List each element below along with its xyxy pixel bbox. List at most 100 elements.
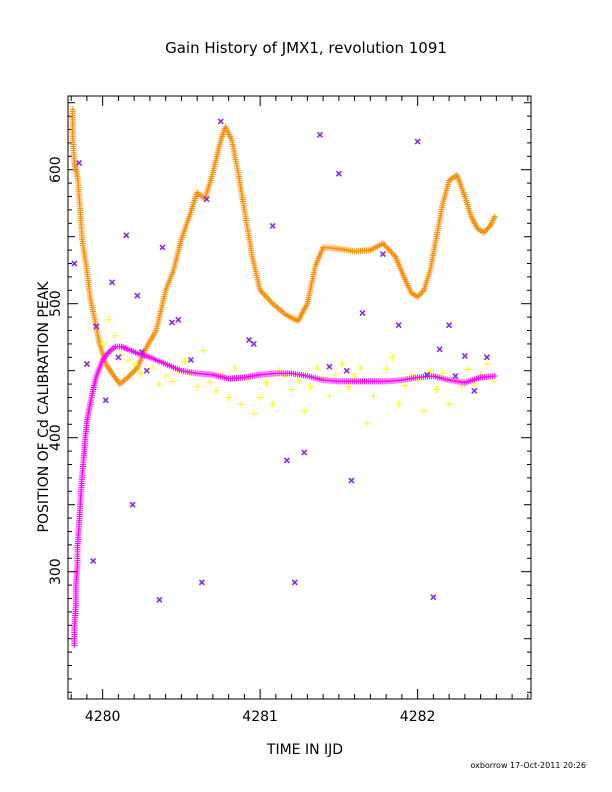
data-point [483, 354, 490, 361]
data-point [417, 291, 424, 298]
data-point [388, 353, 396, 361]
data-point [446, 322, 453, 329]
data-point [129, 501, 136, 508]
data-point [262, 293, 269, 300]
data-point [111, 332, 119, 340]
data-point [363, 419, 371, 427]
data-point [271, 302, 278, 309]
data-point [294, 377, 302, 385]
data-point [326, 363, 333, 370]
data-point [471, 387, 478, 394]
data-point [359, 310, 366, 317]
data-point [300, 407, 308, 415]
data-point [128, 370, 135, 377]
series-0 [69, 106, 498, 388]
data-point [198, 579, 205, 586]
data-point [123, 232, 130, 239]
data-point [187, 356, 194, 364]
series-1 [99, 316, 497, 427]
data-point [256, 394, 264, 401]
data-point [124, 374, 131, 381]
data-point [134, 292, 141, 299]
data-point [480, 229, 487, 236]
data-point [71, 260, 78, 267]
data-point [93, 323, 100, 330]
data-point [482, 228, 489, 235]
data-point [283, 457, 290, 464]
data-point [436, 346, 443, 353]
series-2 [71, 343, 498, 649]
data-point [250, 340, 257, 347]
data-point [385, 246, 392, 253]
x-axis-label: TIME IN IJD [266, 742, 343, 758]
data-point [264, 294, 271, 301]
data-point [395, 400, 403, 408]
data-point [120, 378, 127, 385]
data-point [272, 303, 279, 310]
data-point [159, 244, 166, 251]
data-point [123, 375, 130, 382]
data-point [107, 347, 114, 354]
series-3 [71, 118, 490, 603]
data-point [181, 357, 189, 365]
data-point [357, 364, 365, 372]
data-point [265, 296, 272, 303]
data-point [420, 407, 428, 415]
data-point [269, 222, 276, 230]
data-point [351, 372, 359, 380]
data-point [266, 297, 273, 304]
data-point [259, 290, 266, 297]
data-point [115, 354, 122, 361]
data-point [384, 244, 391, 251]
data-point [452, 372, 459, 380]
data-point [379, 240, 386, 247]
data-point [332, 371, 340, 379]
data-point [430, 594, 437, 601]
data-point [433, 385, 441, 393]
axis-ticks [68, 96, 531, 699]
data-point [231, 364, 239, 372]
data-point [156, 596, 163, 603]
data-point [175, 316, 182, 323]
data-point [143, 367, 150, 374]
data-point [138, 348, 146, 356]
data-point [344, 383, 352, 391]
data-point [261, 291, 268, 298]
data-point [491, 213, 498, 220]
data-point [279, 308, 286, 315]
data-point [484, 225, 491, 232]
data-point [268, 299, 275, 306]
data-point [257, 287, 264, 294]
data-point [461, 352, 468, 360]
data-point [277, 307, 284, 314]
data-point [395, 322, 402, 329]
data-point [401, 381, 409, 389]
data-point [269, 400, 277, 408]
data-point [388, 249, 395, 256]
data-point [132, 366, 139, 373]
data-point [168, 377, 176, 385]
data-point [193, 383, 201, 391]
data-point [348, 477, 355, 484]
data-point [445, 400, 453, 408]
y-tick-label: 600 [48, 156, 64, 183]
data-point [415, 292, 422, 299]
chart-title: Gain History of JMX1, revolution 1091 [165, 39, 447, 57]
data-point [130, 369, 137, 376]
data-point [217, 118, 224, 125]
data-point [110, 344, 117, 351]
data-point [244, 376, 252, 384]
data-point [313, 364, 321, 372]
x-tick-label: 4281 [242, 709, 278, 725]
data-point [105, 316, 113, 324]
data-point [83, 360, 90, 368]
y-tick-label: 500 [48, 290, 64, 317]
data-point [391, 252, 398, 259]
data-point [109, 279, 116, 286]
data-point [491, 373, 498, 380]
y-tick-label: 400 [48, 424, 64, 451]
x-tick-label: 4280 [85, 709, 121, 725]
data-point [90, 557, 97, 565]
data-point [258, 288, 265, 295]
data-point [288, 385, 296, 393]
